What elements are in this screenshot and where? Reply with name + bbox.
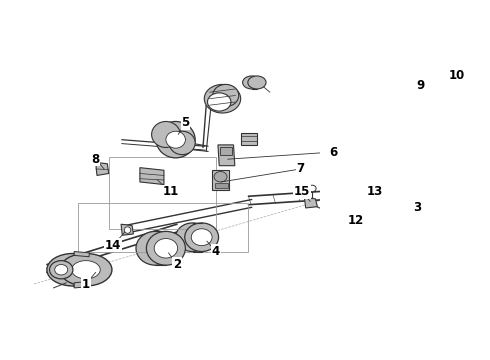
Ellipse shape — [49, 261, 73, 279]
Text: 11: 11 — [162, 185, 178, 198]
Bar — [215, 183, 228, 188]
Text: 9: 9 — [416, 79, 425, 92]
Text: 7: 7 — [296, 162, 305, 175]
Polygon shape — [96, 162, 109, 175]
Polygon shape — [218, 145, 235, 166]
Polygon shape — [74, 252, 89, 257]
Text: 1: 1 — [82, 278, 90, 291]
Polygon shape — [121, 224, 133, 235]
Ellipse shape — [175, 223, 209, 252]
Text: 4: 4 — [212, 245, 220, 258]
Bar — [328, 193, 340, 205]
Ellipse shape — [60, 253, 112, 286]
Circle shape — [329, 208, 334, 214]
Ellipse shape — [166, 131, 185, 148]
Ellipse shape — [213, 84, 239, 107]
Ellipse shape — [156, 121, 195, 158]
Polygon shape — [304, 198, 318, 208]
Circle shape — [124, 227, 131, 233]
Circle shape — [326, 206, 337, 216]
Text: 6: 6 — [329, 145, 337, 158]
Ellipse shape — [214, 172, 227, 182]
Ellipse shape — [185, 223, 219, 252]
Text: 8: 8 — [92, 153, 100, 166]
Ellipse shape — [330, 195, 338, 202]
Text: 15: 15 — [294, 185, 310, 198]
Bar — [220, 148, 232, 155]
Ellipse shape — [72, 261, 100, 279]
Ellipse shape — [369, 185, 414, 224]
Text: 14: 14 — [105, 239, 122, 252]
Text: 13: 13 — [367, 185, 383, 198]
Ellipse shape — [151, 121, 180, 148]
Ellipse shape — [243, 76, 261, 89]
Polygon shape — [140, 168, 164, 185]
Bar — [212, 170, 229, 190]
Ellipse shape — [147, 231, 185, 265]
Ellipse shape — [308, 185, 316, 192]
Ellipse shape — [55, 265, 68, 275]
Ellipse shape — [169, 131, 195, 155]
Text: 10: 10 — [448, 69, 465, 82]
Ellipse shape — [47, 253, 99, 286]
Ellipse shape — [360, 185, 404, 224]
Ellipse shape — [208, 93, 231, 111]
Text: 3: 3 — [414, 201, 421, 214]
Text: 2: 2 — [173, 258, 181, 271]
Ellipse shape — [377, 192, 406, 217]
Text: 5: 5 — [181, 116, 190, 129]
Text: 12: 12 — [347, 214, 364, 227]
Ellipse shape — [204, 84, 241, 113]
Ellipse shape — [136, 231, 175, 265]
Ellipse shape — [191, 229, 212, 246]
Ellipse shape — [154, 239, 177, 258]
Polygon shape — [74, 282, 89, 288]
Ellipse shape — [384, 198, 399, 211]
Bar — [241, 133, 257, 145]
Ellipse shape — [248, 76, 266, 89]
